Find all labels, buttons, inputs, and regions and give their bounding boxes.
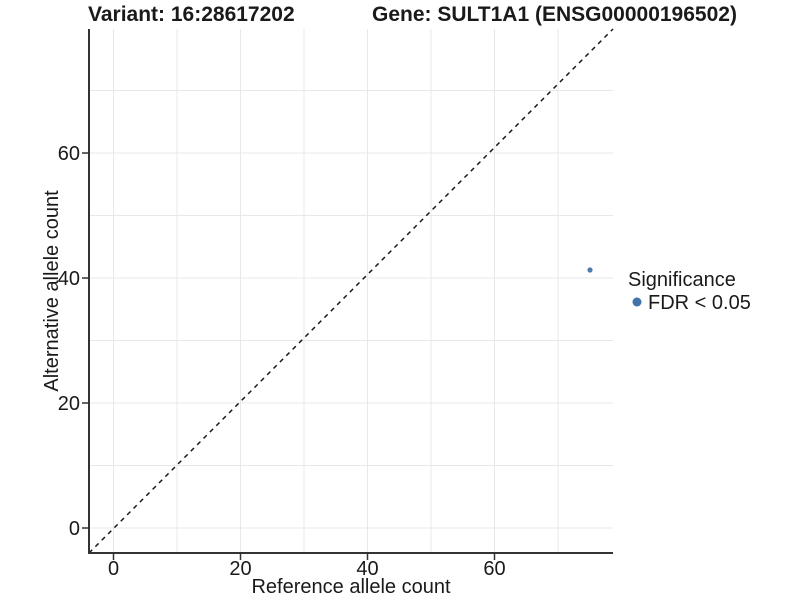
legend-point-icon <box>632 297 642 307</box>
x-tick-label: 40 <box>356 558 378 580</box>
x-axis-tick-labels: 0 20 40 60 <box>108 558 506 580</box>
x-tick-label: 0 <box>108 558 119 580</box>
x-axis-ticks <box>112 554 496 560</box>
x-tick-label: 60 <box>483 558 505 580</box>
legend: Significance FDR < 0.05 <box>628 269 751 314</box>
y-axis-tick-labels: 0 20 40 60 <box>58 143 80 540</box>
x-axis-title: Reference allele count <box>251 576 450 598</box>
y-tick-label: 20 <box>58 393 80 415</box>
legend-item-label: FDR < 0.05 <box>648 292 751 314</box>
y-tick-label: 60 <box>58 143 80 165</box>
y-axis-ticks <box>82 152 89 529</box>
identity-reference-line <box>88 28 614 554</box>
y-tick-label: 40 <box>58 268 80 290</box>
legend-title: Significance <box>628 269 736 291</box>
gene-title: Gene: SULT1A1 (ENSG00000196502) <box>372 3 737 26</box>
y-axis-title: Alternative allele count <box>41 190 63 392</box>
variant-title: Variant: 16:28617202 <box>88 3 295 26</box>
gridlines <box>89 29 613 553</box>
data-point-fdr-significant[interactable] <box>587 267 593 273</box>
y-tick-label: 0 <box>69 518 80 540</box>
x-tick-label: 20 <box>229 558 251 580</box>
